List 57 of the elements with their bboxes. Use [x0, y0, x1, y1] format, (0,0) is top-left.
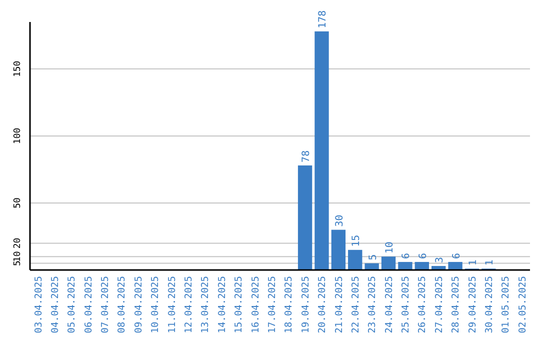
- x-tick-label: 28.04.2025: [450, 276, 462, 334]
- x-tick-label: 18.04.2025: [284, 276, 295, 334]
- x-tick-label: 27.04.2025: [434, 276, 445, 334]
- data-label: 15: [351, 234, 362, 247]
- bar: [448, 262, 462, 270]
- data-label: 1: [468, 260, 479, 266]
- data-label: 1: [484, 260, 496, 266]
- x-tick-label: 19.04.2025: [300, 276, 312, 334]
- x-tick-label: 16.04.2025: [250, 276, 262, 334]
- x-tick-label: 26.04.2025: [417, 276, 428, 334]
- x-tick-label: 05.04.2025: [66, 276, 78, 334]
- data-label: 6: [401, 252, 412, 259]
- bar: [314, 31, 329, 270]
- bar: [348, 250, 362, 270]
- x-tick-label: 22.04.2025: [350, 276, 362, 334]
- x-tick-label: 10.04.2025: [150, 276, 162, 334]
- x-tick-label: 29.04.2025: [467, 276, 478, 334]
- data-label: 78: [301, 150, 312, 162]
- y-tick-label: 50: [13, 198, 23, 208]
- y-tick-label: 5: [13, 260, 23, 266]
- x-tick-label: 20.04.2025: [317, 276, 328, 334]
- x-tick-label: 14.04.2025: [216, 276, 228, 334]
- y-tick-label: 150: [13, 60, 23, 78]
- x-tick-label: 15.04.2025: [234, 276, 245, 334]
- x-tick-label: 12.04.2025: [184, 276, 195, 334]
- bar: [381, 256, 396, 270]
- x-tick-label: 08.04.2025: [116, 276, 128, 334]
- x-tick-label: 30.04.2025: [484, 276, 496, 334]
- x-tick-label: 02.05.2025: [517, 276, 528, 334]
- data-label: 10: [384, 242, 396, 254]
- x-tick-label: 25.04.2025: [400, 276, 412, 334]
- x-tick-label: 09.04.2025: [133, 276, 144, 334]
- data-label: 3: [434, 256, 446, 263]
- y-tick-label: 100: [13, 128, 23, 144]
- x-tick-label: 03.04.2025: [33, 276, 44, 334]
- bar: [331, 230, 346, 270]
- x-tick-label: 11.04.2025: [166, 276, 178, 334]
- y-tick-label: 10: [13, 251, 23, 262]
- x-tick-label: 23.04.2025: [367, 276, 378, 334]
- y-tick-label: 20: [13, 238, 23, 249]
- bar: [364, 263, 379, 270]
- x-tick-label: 01.05.2025: [500, 276, 512, 334]
- x-tick-label: 17.04.2025: [266, 276, 278, 334]
- x-tick-label: 21.04.2025: [334, 276, 345, 334]
- bar: [298, 165, 312, 270]
- data-label: 30: [334, 214, 346, 227]
- data-label: 178: [318, 10, 329, 28]
- data-label: 5: [368, 254, 379, 260]
- x-tick-label: 13.04.2025: [200, 276, 212, 334]
- bar: [398, 262, 412, 270]
- data-label: 6: [418, 252, 429, 259]
- x-tick-label: 04.04.2025: [50, 276, 61, 334]
- bar: [414, 262, 429, 270]
- x-tick-label: 06.04.2025: [83, 276, 94, 334]
- x-tick-label: 24.04.2025: [384, 276, 395, 334]
- x-tick-label: 07.04.2025: [100, 276, 112, 334]
- data-label: 6: [451, 252, 462, 259]
